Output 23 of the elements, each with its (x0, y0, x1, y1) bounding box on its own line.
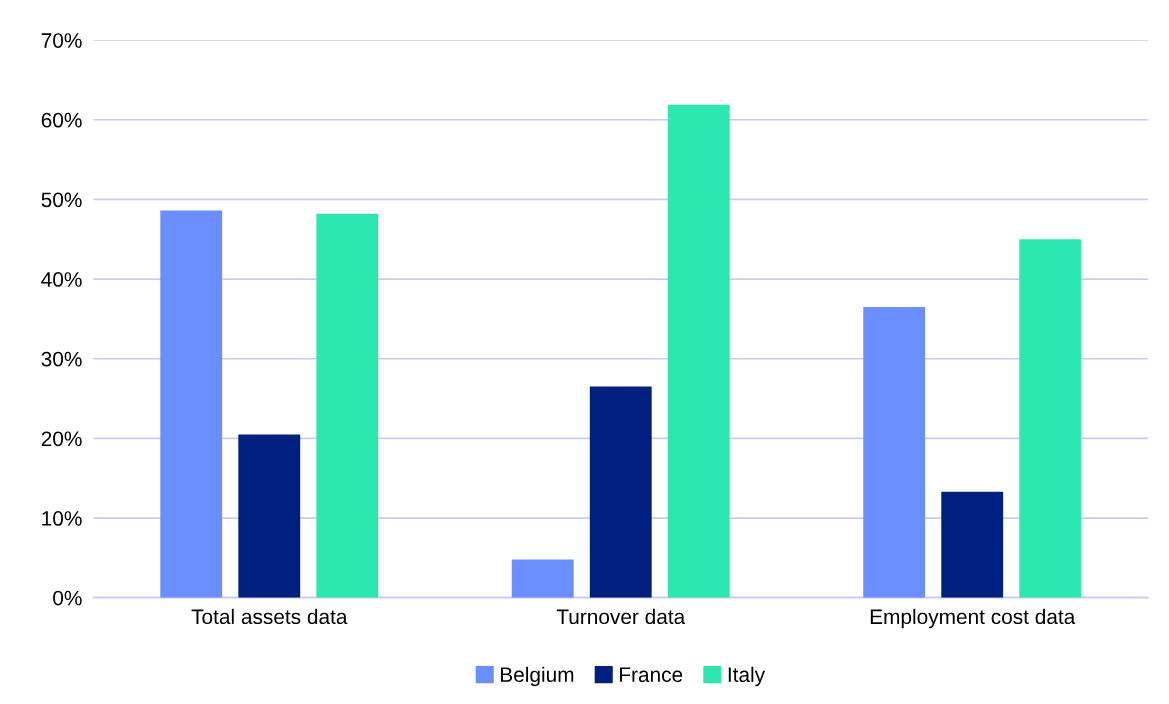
legend-label: Belgium (501, 666, 574, 687)
bar (160, 210, 223, 598)
bar (589, 386, 652, 598)
bar (1019, 239, 1082, 598)
y-tick-label: 20% (41, 431, 82, 447)
bar (863, 306, 926, 598)
bar (667, 104, 730, 598)
bar (941, 491, 1004, 598)
legend-label: France (620, 667, 683, 683)
bar (316, 213, 379, 598)
legend-label: Italy (728, 666, 766, 687)
y-tick-label: 70% (41, 33, 82, 48)
x-tick-label: Employment cost data (870, 608, 1076, 629)
x-tick-label: Total assets data (191, 608, 348, 625)
y-tick-label: 60% (41, 112, 82, 128)
bar (238, 434, 301, 598)
x-tick-label: Turnover data (556, 608, 686, 625)
y-tick-label: 30% (41, 351, 82, 367)
y-tick-label: 10% (42, 511, 82, 526)
y-tick-label: 0% (53, 590, 82, 606)
y-tick-label: 40% (41, 272, 82, 287)
bar (511, 559, 574, 598)
y-tick-label: 50% (41, 192, 82, 208)
